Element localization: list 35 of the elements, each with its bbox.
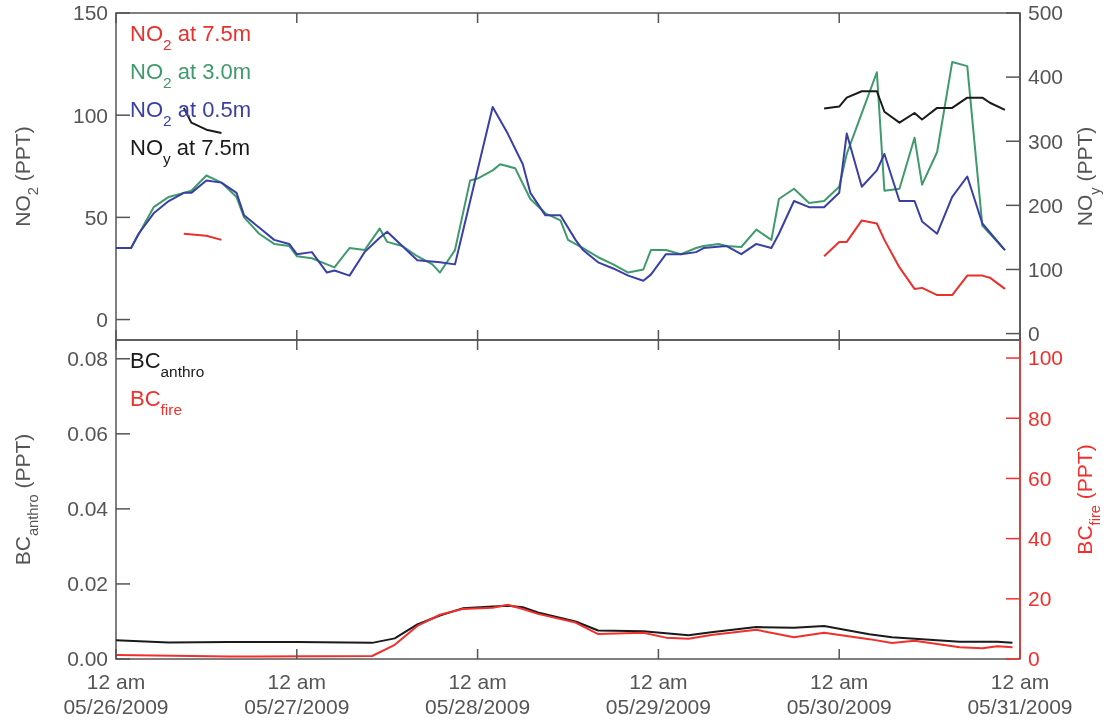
y-tick-label: 0.00 <box>67 647 108 671</box>
y-tick-label: 0.08 <box>67 347 108 371</box>
y-tick-label: 50 <box>84 205 108 229</box>
line-series <box>115 603 1014 658</box>
x-tick-label: 12 am 05/29/2009 <box>605 670 711 718</box>
line-series <box>115 604 1014 644</box>
y2-tick-label: 200 <box>1028 193 1064 217</box>
y-tick-label: 0 <box>96 307 108 331</box>
text: NO$_{2}$ at 7.5m <box>130 21 252 53</box>
y2-tick-label: 100 <box>1028 346 1064 370</box>
y2-tick-label: 20 <box>1028 587 1052 611</box>
text: NO$_{2}$ at 3.0m <box>130 59 252 91</box>
text: BC$_{fire}$ <box>130 386 182 418</box>
x-tick-label: 12 am 05/30/2009 <box>786 670 892 718</box>
y2-tick-label: 40 <box>1028 526 1052 550</box>
y2-tick-label: 300 <box>1028 129 1064 153</box>
y-tick-label: 100 <box>72 103 108 127</box>
y-tick-label: 0.02 <box>67 572 108 596</box>
series-label: NO$_{y}$ at 7.5m <box>130 135 251 167</box>
y-tick-label: 0.06 <box>67 422 108 446</box>
text: BC$_{anthro}$ <box>130 348 205 380</box>
y2-tick-label: 100 <box>1028 257 1064 281</box>
y-tick-label: 150 <box>72 1 108 25</box>
x-tick-label: 12 am 05/31/2009 <box>967 670 1073 718</box>
y2-tick-label: 400 <box>1028 65 1064 89</box>
x-tick-label: 12 am 05/26/2009 <box>63 670 169 718</box>
y2-tick-label: 0 <box>1028 647 1040 671</box>
x-tick-label: 12 am 05/27/2009 <box>244 670 350 718</box>
y2-tick-label: 60 <box>1028 466 1052 490</box>
x-tick-label: 12 am 05/28/2009 <box>425 670 531 718</box>
y2-tick-label: 500 <box>1028 1 1064 25</box>
y2-tick-label: 80 <box>1028 406 1052 430</box>
y2-tick-label: 0 <box>1028 321 1040 345</box>
text: NO$_{2}$ at 0.5m <box>130 97 252 129</box>
y-tick-label: 0.04 <box>67 497 109 521</box>
